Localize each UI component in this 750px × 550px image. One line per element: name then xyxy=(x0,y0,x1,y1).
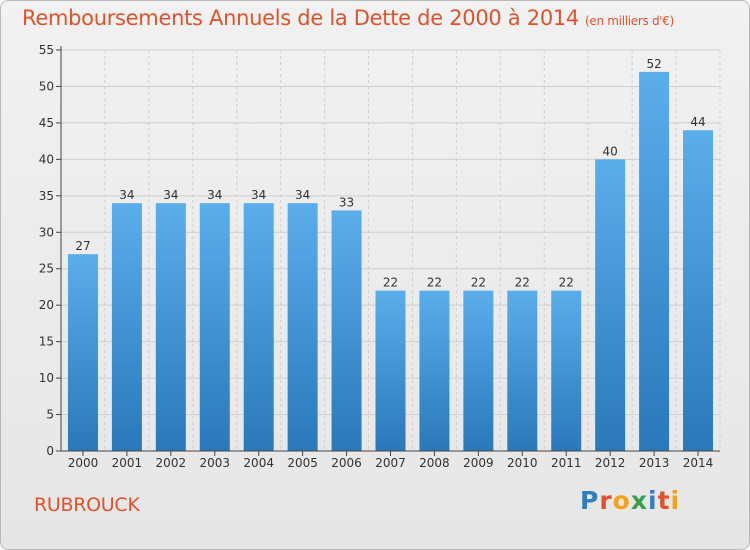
value-label-2006: 33 xyxy=(339,195,354,209)
y-tick-label-0: 0 xyxy=(46,444,54,458)
x-tick-label-2011: 2011 xyxy=(551,456,582,470)
value-label-2003: 34 xyxy=(207,188,222,202)
x-tick-label-2000: 2000 xyxy=(68,456,99,470)
bar-2012 xyxy=(595,159,626,451)
bar-2011 xyxy=(551,290,582,451)
y-tick-label-45: 45 xyxy=(39,116,54,130)
x-tick-label-2003: 2003 xyxy=(199,456,230,470)
x-tick-label-2005: 2005 xyxy=(287,456,318,470)
x-tick-label-2006: 2006 xyxy=(331,456,362,470)
x-tick-label-2008: 2008 xyxy=(419,456,450,470)
value-label-2005: 34 xyxy=(295,188,310,202)
x-tick-label-2007: 2007 xyxy=(375,456,406,470)
x-tick-label-2014: 2014 xyxy=(683,456,714,470)
y-tick-label-5: 5 xyxy=(46,408,54,422)
x-tick-label-2004: 2004 xyxy=(243,456,274,470)
value-label-2007: 22 xyxy=(383,276,398,290)
bar-2004 xyxy=(243,203,274,451)
x-tick-label-2013: 2013 xyxy=(639,456,670,470)
bar-2006 xyxy=(331,210,362,451)
value-label-2009: 22 xyxy=(471,276,486,290)
value-label-2000: 27 xyxy=(75,239,90,253)
logo-letter: P xyxy=(580,486,600,515)
bar-2005 xyxy=(287,203,318,451)
bar-2001 xyxy=(111,203,142,451)
x-tick-label-2009: 2009 xyxy=(463,456,494,470)
bar-2008 xyxy=(419,290,450,451)
title-text: Remboursements Annuels de la Dette de 20… xyxy=(22,6,579,30)
value-label-2008: 22 xyxy=(427,276,442,290)
bar-2002 xyxy=(155,203,186,451)
bar-2007 xyxy=(375,290,406,451)
y-tick-label-25: 25 xyxy=(39,262,54,276)
logo-letter: r xyxy=(599,486,613,515)
value-label-2014: 44 xyxy=(690,115,705,129)
y-tick-label-40: 40 xyxy=(39,152,54,166)
y-tick-label-10: 10 xyxy=(39,371,54,385)
bar-2013 xyxy=(639,71,670,451)
proxiti-logo: Proxiti xyxy=(580,486,680,515)
logo-letter: t xyxy=(657,486,671,515)
bar-2000 xyxy=(67,254,98,451)
y-tick-label-20: 20 xyxy=(39,298,54,312)
bar-2003 xyxy=(199,203,230,451)
bar-2014 xyxy=(683,130,714,451)
chart-title: Remboursements Annuels de la Dette de 20… xyxy=(22,6,674,30)
x-tick-label-2002: 2002 xyxy=(156,456,187,470)
chart-subtitle: (en milliers d'€) xyxy=(585,14,675,28)
y-tick-label-55: 55 xyxy=(39,43,54,57)
value-label-2004: 34 xyxy=(251,188,266,202)
y-tick-label-35: 35 xyxy=(39,189,54,203)
labels: 0 5 10 15 20 25 30 35 40 45 50 55 27 2000 34 2001 34 2002… xyxy=(39,43,714,470)
y-tick-label-50: 50 xyxy=(39,79,54,93)
bar-2009 xyxy=(463,290,494,451)
logo-letter: i xyxy=(648,486,658,515)
value-label-2011: 22 xyxy=(559,276,574,290)
logo-letter: x xyxy=(630,486,648,515)
value-label-2012: 40 xyxy=(603,144,618,158)
logo-letter: o xyxy=(612,486,631,515)
x-tick-label-2001: 2001 xyxy=(112,456,143,470)
axes xyxy=(56,46,720,456)
logo-letter: i xyxy=(670,486,681,515)
bar-2010 xyxy=(507,290,538,451)
value-label-2002: 34 xyxy=(163,188,178,202)
place-name: RUBROUCK xyxy=(34,494,140,516)
value-label-2013: 52 xyxy=(646,57,661,71)
y-tick-label-15: 15 xyxy=(39,335,54,349)
value-label-2010: 22 xyxy=(515,276,530,290)
bars xyxy=(67,71,714,451)
value-label-2001: 34 xyxy=(119,188,134,202)
x-tick-label-2010: 2010 xyxy=(507,456,538,470)
y-tick-label-30: 30 xyxy=(39,225,54,239)
x-tick-label-2012: 2012 xyxy=(595,456,626,470)
